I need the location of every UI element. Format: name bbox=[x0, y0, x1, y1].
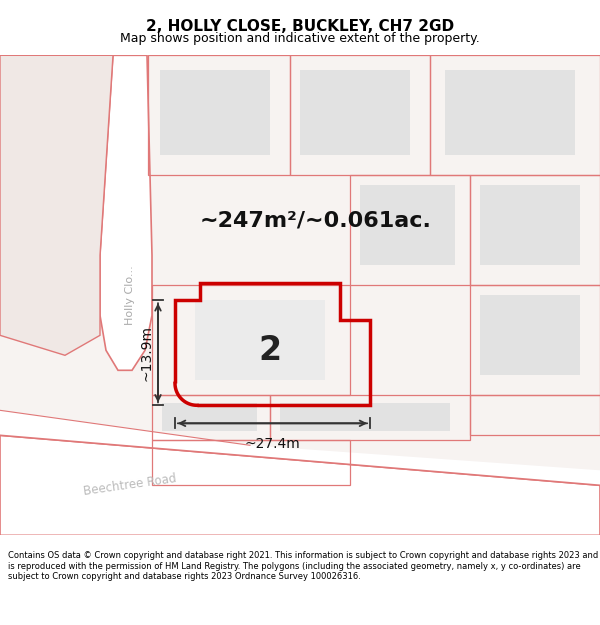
Bar bbox=[160, 70, 270, 155]
Text: Contains OS data © Crown copyright and database right 2021. This information is : Contains OS data © Crown copyright and d… bbox=[8, 551, 598, 581]
Polygon shape bbox=[0, 55, 113, 355]
Bar bbox=[300, 70, 410, 155]
Polygon shape bbox=[100, 55, 152, 370]
Text: ~27.4m: ~27.4m bbox=[245, 438, 301, 451]
Text: ~13.9m: ~13.9m bbox=[139, 325, 153, 381]
Bar bbox=[445, 70, 575, 155]
Bar bbox=[195, 300, 325, 380]
Text: Holly Clo...: Holly Clo... bbox=[125, 266, 135, 325]
Bar bbox=[480, 185, 580, 265]
Bar bbox=[360, 185, 455, 265]
Text: 2: 2 bbox=[259, 334, 281, 367]
Bar bbox=[280, 403, 450, 431]
Text: 2, HOLLY CLOSE, BUCKLEY, CH7 2GD: 2, HOLLY CLOSE, BUCKLEY, CH7 2GD bbox=[146, 19, 454, 34]
Bar bbox=[480, 295, 580, 375]
Text: ~247m²/~0.061ac.: ~247m²/~0.061ac. bbox=[200, 210, 432, 230]
Polygon shape bbox=[0, 410, 600, 485]
Text: Map shows position and indicative extent of the property.: Map shows position and indicative extent… bbox=[120, 32, 480, 45]
Text: Beechtree Road: Beechtree Road bbox=[83, 472, 178, 498]
Bar bbox=[162, 403, 257, 431]
Polygon shape bbox=[0, 435, 600, 535]
